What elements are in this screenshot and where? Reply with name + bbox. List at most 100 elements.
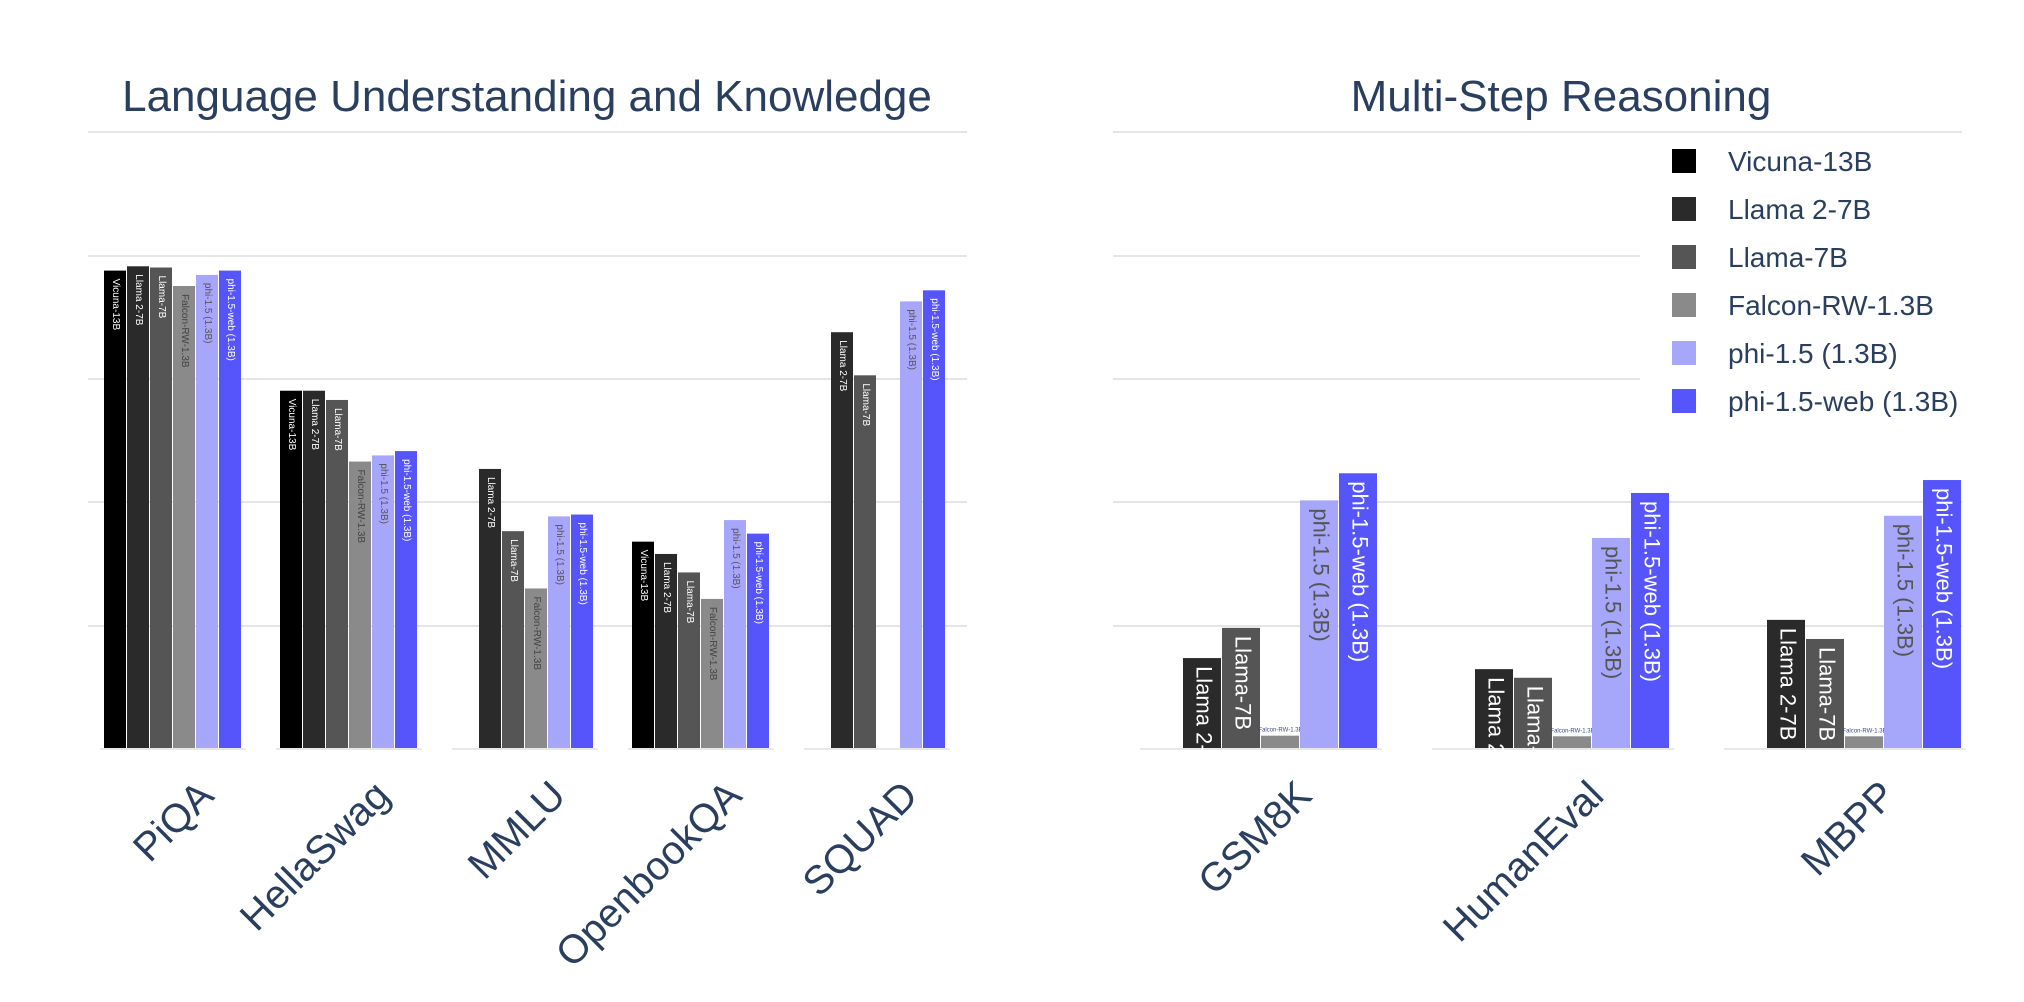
bar-hellaswag-llama-7b [326, 399, 348, 748]
bar-label: Llama-7B [156, 276, 167, 319]
legend-label-llama-2-7b: Llama 2-7B [1728, 194, 1871, 225]
legend-label-llama-7b: Llama-7B [1728, 242, 1848, 273]
bar-label: Falcon-RW-1.3B [1550, 728, 1594, 734]
bar-mbpp-llama-2-7b [1767, 619, 1805, 748]
bar-label: Falcon-RW-1.3B [707, 607, 718, 681]
bar-squad-phi-1-5-1-3b [900, 301, 922, 748]
bar-label: Llama 2-7B [661, 562, 672, 613]
bar-label: Llama-7B [1231, 636, 1256, 730]
category-label-humaneval: HumanEval [1435, 773, 1612, 950]
bar-piqa-llama-7b [150, 267, 172, 748]
bar-label: Llama 2-7B [1192, 666, 1217, 779]
category-label-gsm8k: GSM8K [1190, 773, 1320, 903]
bar-humaneval-phi-1-5-1-3b [1592, 537, 1630, 748]
chart-title-language-understanding: Language Understanding and Knowledge [122, 72, 932, 121]
legend-swatch-falcon-rw-1-3b [1672, 293, 1696, 317]
bar-label: Falcon-RW-1.3B [531, 596, 542, 670]
legend-swatch-llama-7b [1672, 245, 1696, 269]
legend-label-vicuna-13b: Vicuna-13B [1728, 146, 1872, 177]
legend-background [1640, 135, 1980, 425]
category-label-squad: SQUAD [794, 773, 926, 905]
bar-humaneval-falcon-rw-1-3b [1553, 736, 1591, 748]
legend-swatch-llama-2-7b [1672, 197, 1696, 221]
bar-label: Llama-7B [684, 580, 695, 623]
bar-hellaswag-phi-1-5-1-3b [372, 455, 394, 748]
bar-label: phi-1.5-web (1.3B) [577, 523, 588, 605]
bar-mmlu-llama-2-7b [479, 468, 501, 748]
bar-piqa-phi-1-5-1-3b [196, 274, 218, 748]
bar-label: phi-1.5 (1.3B) [378, 463, 389, 524]
bar-piqa-falcon-rw-1-3b [173, 286, 195, 748]
bar-label: phi-1.5 (1.3B) [1309, 508, 1334, 641]
bar-hellaswag-falcon-rw-1-3b [349, 461, 371, 748]
bar-hellaswag-llama-2-7b [303, 390, 325, 748]
bar-squad-llama-2-7b [831, 332, 853, 748]
bar-label: phi-1.5-web (1.3B) [1640, 501, 1665, 682]
bar-label: phi-1.5-web (1.3B) [753, 542, 764, 624]
bar-label: Llama 2-7B [133, 274, 144, 325]
bar-piqa-phi-1-5-web-1-3b [219, 270, 241, 748]
bar-mbpp-llama-7b [1806, 638, 1844, 748]
bar-label: Vicuna-13B [110, 279, 121, 331]
bar-squad-phi-1-5-web-1-3b [923, 290, 945, 748]
bar-mmlu-phi-1-5-1-3b [548, 516, 570, 748]
bar-label: Vicuna-13B [286, 399, 297, 451]
bar-label: Falcon-RW-1.3B [179, 294, 190, 368]
bar-openbookqa-phi-1-5-web-1-3b [747, 533, 769, 748]
bar-openbookqa-falcon-rw-1-3b [701, 598, 723, 748]
bar-label: Llama-7B [860, 383, 871, 426]
bar-label: Llama-7B [508, 539, 519, 582]
bar-label: phi-1.5-web (1.3B) [1932, 488, 1957, 669]
bar-label: Falcon-RW-1.3B [1842, 728, 1886, 734]
bar-label: phi-1.5 (1.3B) [1601, 546, 1626, 679]
legend-label-falcon-rw-1-3b: Falcon-RW-1.3B [1728, 290, 1934, 321]
bar-label: phi-1.5 (1.3B) [906, 309, 917, 370]
bar-openbookqa-llama-7b [678, 572, 700, 748]
bar-openbookqa-vicuna-13b [632, 541, 654, 748]
category-label-piqa: PiQA [125, 773, 222, 870]
bar-mbpp-phi-1-5-web-1-3b [1923, 480, 1961, 748]
bar-label: Llama-7B [1523, 686, 1548, 780]
bar-humaneval-llama-2-7b [1475, 669, 1513, 748]
bar-label: phi-1.5-web (1.3B) [225, 279, 236, 361]
bar-label: phi-1.5-web (1.3B) [1348, 481, 1373, 662]
bar-label: Falcon-RW-1.3B [355, 470, 366, 544]
bar-label: Vicuna-13B [638, 550, 649, 602]
bar-mmlu-falcon-rw-1-3b [525, 588, 547, 748]
bar-gsm8k-phi-1-5-web-1-3b [1339, 473, 1377, 748]
bar-mbpp-phi-1-5-1-3b [1884, 515, 1922, 748]
bar-piqa-llama-2-7b [127, 266, 149, 748]
legend-swatch-vicuna-13b [1672, 149, 1696, 173]
bar-gsm8k-llama-2-7b [1183, 658, 1221, 748]
legend-swatch-phi-1-5-web-1-3b [1672, 389, 1696, 413]
bar-label: Llama-7B [332, 408, 343, 451]
bar-humaneval-llama-7b [1514, 677, 1552, 748]
bar-label: Falcon-RW-1.3B [1258, 728, 1302, 734]
bar-openbookqa-llama-2-7b [655, 553, 677, 748]
bar-hellaswag-vicuna-13b [280, 390, 302, 748]
category-label-hellaswag: HellaSwag [232, 773, 398, 939]
bar-label: Llama 2-7B [1484, 677, 1509, 790]
bar-label: phi-1.5 (1.3B) [1893, 524, 1918, 657]
language-understanding-chart: Vicuna-13B Llama 2-7B Llama-7B Falcon-RW-1.… [88, 72, 967, 976]
category-label-openbookqa: OpenbookQA [548, 773, 751, 976]
legend-label-phi-1-5-1-3b: phi-1.5 (1.3B) [1728, 338, 1898, 369]
bar-label: phi-1.5-web (1.3B) [929, 298, 940, 380]
bar-label: phi-1.5 (1.3B) [554, 524, 565, 585]
bar-openbookqa-phi-1-5-1-3b [724, 520, 746, 748]
legend-swatch-phi-1-5-1-3b [1672, 341, 1696, 365]
bar-label: Llama 2-7B [837, 340, 848, 391]
bar-label: Llama 2-7B [309, 399, 320, 450]
bar-label: phi-1.5 (1.3B) [730, 528, 741, 589]
chart-title-multi-step-reasoning: Multi-Step Reasoning [1351, 72, 1772, 121]
category-label-mmlu: MMLU [460, 773, 574, 887]
bar-gsm8k-llama-7b [1222, 627, 1260, 748]
bar-label: Llama 2-7B [1776, 628, 1801, 741]
bar-gsm8k-falcon-rw-1-3b [1261, 735, 1299, 748]
bar-piqa-vicuna-13b [104, 270, 126, 748]
bar-label: Llama 2-7B [485, 477, 496, 528]
bar-humaneval-phi-1-5-web-1-3b [1631, 492, 1669, 748]
bar-label: Llama-7B [1815, 647, 1840, 741]
bar-gsm8k-phi-1-5-1-3b [1300, 500, 1338, 748]
